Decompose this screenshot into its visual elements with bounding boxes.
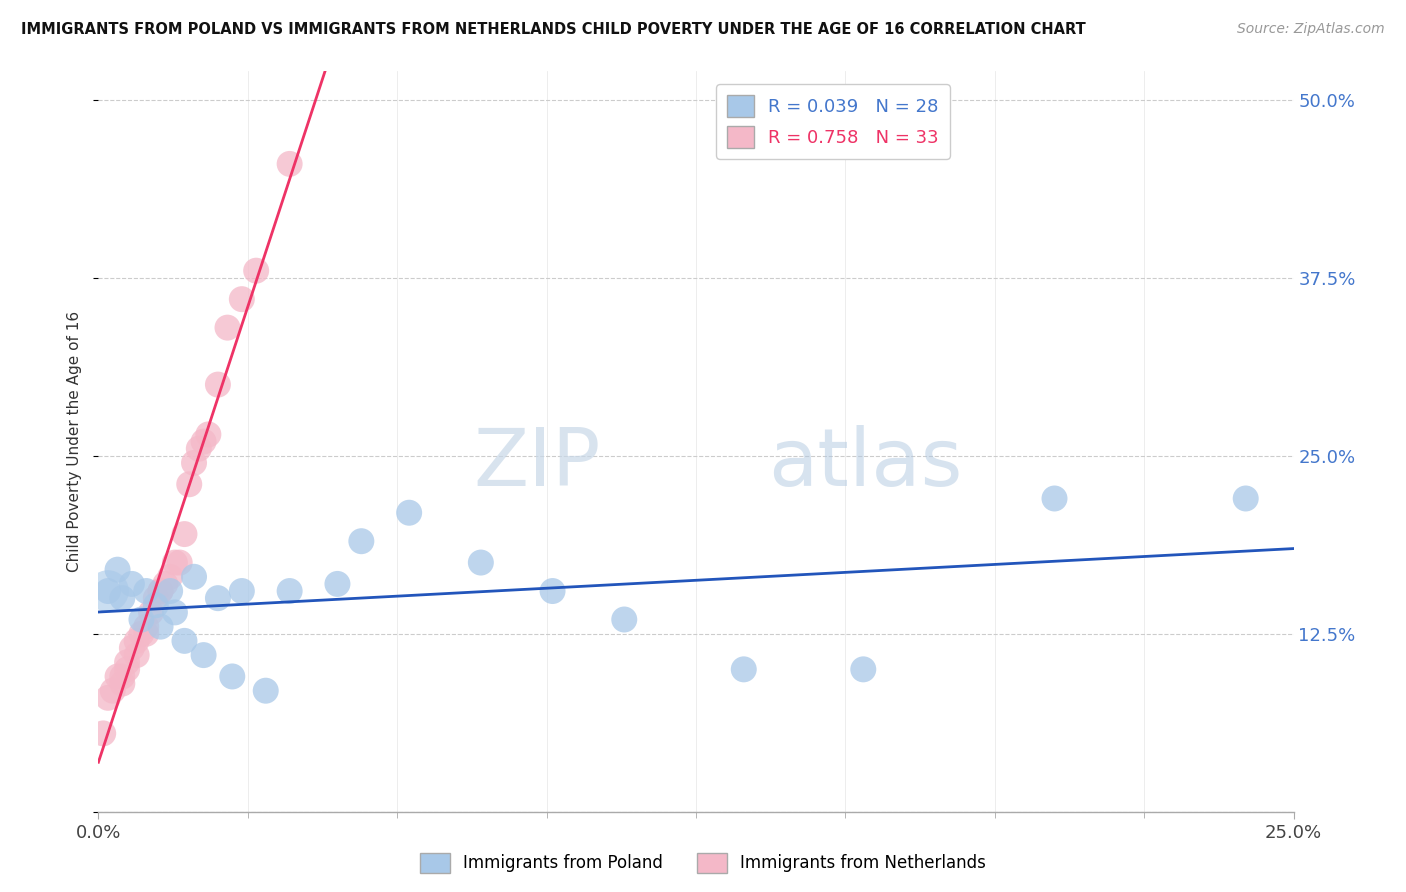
Point — [159, 584, 181, 599]
Point — [207, 377, 229, 392]
Point — [131, 613, 153, 627]
Point — [187, 442, 209, 456]
Point — [101, 683, 124, 698]
Legend: R = 0.039   N = 28, R = 0.758   N = 33: R = 0.039 N = 28, R = 0.758 N = 33 — [716, 84, 950, 159]
Point — [145, 599, 167, 613]
Point — [111, 669, 134, 683]
Point — [169, 556, 191, 570]
Point — [1234, 491, 1257, 506]
Point — [179, 477, 201, 491]
Point — [278, 157, 301, 171]
Point — [121, 640, 143, 655]
Text: Source: ZipAtlas.com: Source: ZipAtlas.com — [1237, 22, 1385, 37]
Point — [97, 584, 120, 599]
Point — [131, 626, 153, 640]
Text: IMMIGRANTS FROM POLAND VS IMMIGRANTS FROM NETHERLANDS CHILD POVERTY UNDER THE AG: IMMIGRANTS FROM POLAND VS IMMIGRANTS FRO… — [21, 22, 1085, 37]
Point — [183, 570, 205, 584]
Point — [733, 662, 755, 676]
Point — [111, 591, 134, 606]
Point — [125, 648, 148, 662]
Point — [221, 669, 243, 683]
Point — [139, 606, 162, 620]
Point — [159, 570, 181, 584]
Point — [613, 613, 636, 627]
Point — [254, 683, 277, 698]
Point — [541, 584, 564, 599]
Point — [135, 619, 157, 633]
Point — [197, 427, 219, 442]
Point — [115, 655, 138, 669]
Point — [149, 584, 172, 599]
Point — [231, 584, 253, 599]
Point — [107, 563, 129, 577]
Point — [107, 669, 129, 683]
Point — [470, 556, 492, 570]
Point — [278, 584, 301, 599]
Point — [97, 690, 120, 705]
Point — [155, 577, 177, 591]
Point — [91, 726, 114, 740]
Point — [398, 506, 420, 520]
Point — [183, 456, 205, 470]
Text: ZIP: ZIP — [472, 425, 600, 503]
Point — [173, 633, 195, 648]
Point — [852, 662, 875, 676]
Point — [326, 577, 349, 591]
Point — [115, 662, 138, 676]
Point — [193, 648, 215, 662]
Point — [193, 434, 215, 449]
Point — [163, 556, 186, 570]
Y-axis label: Child Poverty Under the Age of 16: Child Poverty Under the Age of 16 — [66, 311, 82, 572]
Point — [149, 584, 172, 599]
Point — [111, 676, 134, 690]
Point — [231, 292, 253, 306]
Point — [217, 320, 239, 334]
Point — [245, 263, 267, 277]
Point — [125, 633, 148, 648]
Point — [97, 584, 120, 599]
Text: atlas: atlas — [768, 425, 962, 503]
Point — [145, 591, 167, 606]
Point — [121, 577, 143, 591]
Point — [173, 527, 195, 541]
Point — [149, 619, 172, 633]
Point — [135, 626, 157, 640]
Point — [1043, 491, 1066, 506]
Point — [207, 591, 229, 606]
Point — [350, 534, 373, 549]
Point — [163, 606, 186, 620]
Point — [135, 584, 157, 599]
Legend: Immigrants from Poland, Immigrants from Netherlands: Immigrants from Poland, Immigrants from … — [413, 847, 993, 880]
